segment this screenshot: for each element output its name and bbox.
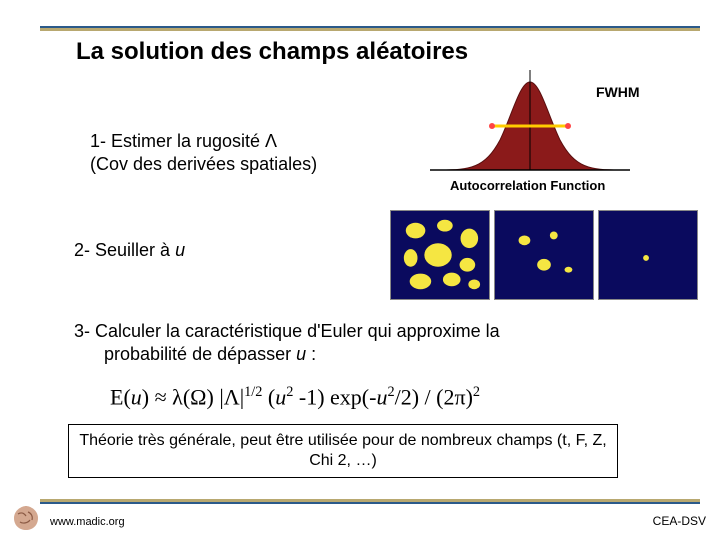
acf-curve-plot — [430, 70, 630, 180]
slide-title: La solution des champs aléatoires — [76, 38, 468, 66]
theory-note: Théorie très générale, peut être utilisé… — [68, 424, 618, 478]
threshold-thumbnails — [390, 210, 698, 300]
thumb-1 — [390, 210, 490, 300]
step1-line1: 1- Estimer la rugosité Λ — [90, 131, 277, 151]
step1-line2: (Cov des derivées spatiales) — [90, 154, 317, 174]
footer-url: www.madic.org — [50, 516, 125, 528]
acf-label: Autocorrelation Function — [450, 178, 605, 193]
step-3-text: 3- Calculer la caractéristique d'Euler q… — [74, 320, 654, 367]
step-1-text: 1- Estimer la rugosité Λ (Cov des derivé… — [90, 130, 317, 177]
euler-formula: E(u) ≈ λ(Ω) |Λ|1/2 (u2 -1) exp(-u2/2) / … — [110, 384, 480, 410]
step-2-text: 2- Seuiller à u — [74, 240, 185, 261]
thumb-3 — [598, 210, 698, 300]
bottom-divider — [40, 499, 700, 504]
footer-org: CEA-DSV — [653, 514, 706, 528]
thumb-2 — [494, 210, 594, 300]
top-divider — [40, 26, 700, 31]
brain-icon — [8, 504, 44, 532]
